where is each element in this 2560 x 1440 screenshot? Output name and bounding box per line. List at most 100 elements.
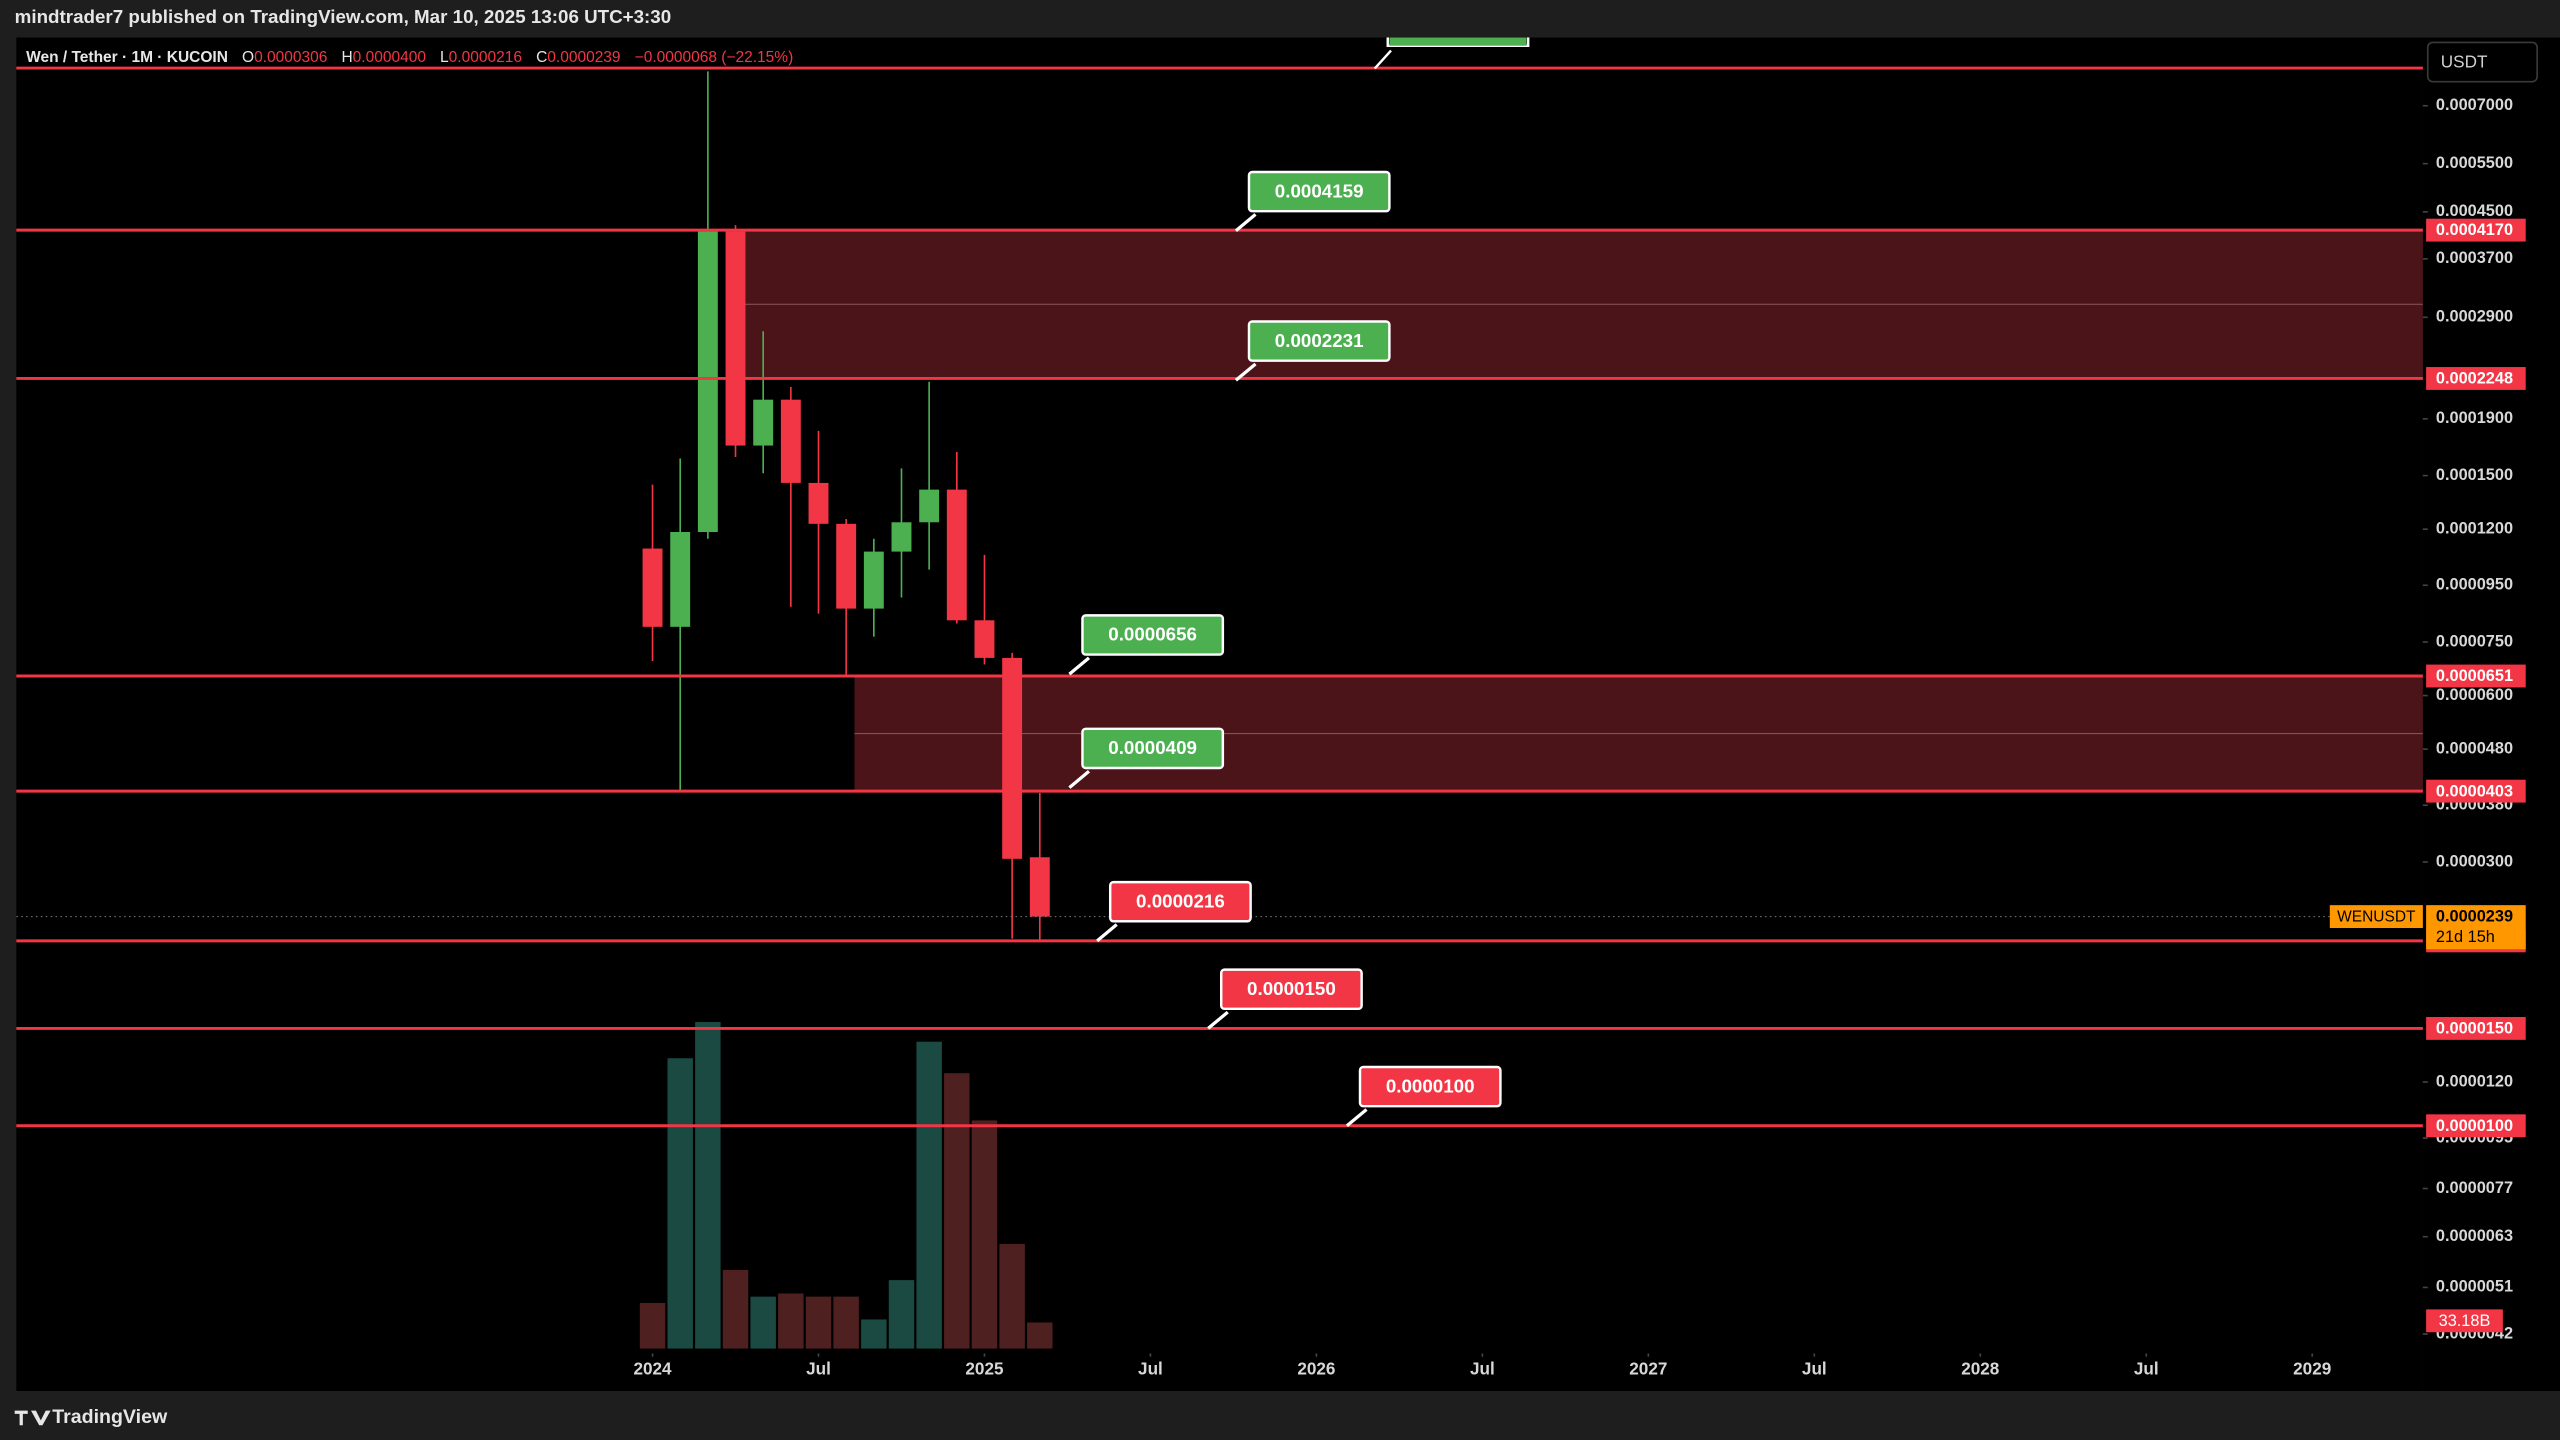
y-tick-label: 0.0002900 bbox=[2436, 308, 2513, 326]
callout-label: 0.0000100 bbox=[1386, 1075, 1475, 1096]
callout-box bbox=[1247, 320, 1391, 362]
candle-body bbox=[891, 522, 912, 552]
candle-body bbox=[642, 548, 663, 627]
candle-body bbox=[780, 399, 801, 483]
candle-body bbox=[697, 231, 718, 532]
x-tick-label: Jul bbox=[806, 1358, 831, 1378]
y-tick-label: 0.0000750 bbox=[2436, 632, 2513, 650]
candle-body bbox=[1002, 657, 1023, 859]
callout-pointer bbox=[1345, 1108, 1368, 1128]
callout-pointer bbox=[1068, 770, 1091, 789]
callout-label: 0.0000216 bbox=[1136, 890, 1225, 911]
volume-bar bbox=[999, 1243, 1025, 1349]
legend: Wen / Tether · 1M · KUCOIN O0.0000306 H0… bbox=[26, 49, 793, 66]
symbol-name: Wen / Tether · 1M · KUCOIN bbox=[26, 49, 228, 66]
legend-line: Wen / Tether · 1M · KUCOIN O0.0000306 H0… bbox=[26, 49, 793, 66]
level-axis-label: 0.0000651 bbox=[2436, 667, 2513, 685]
low-value: 0.0000216 bbox=[449, 49, 522, 66]
callout-box bbox=[1081, 614, 1225, 656]
y-tick-label: 0.0005500 bbox=[2436, 154, 2513, 172]
last-price-box bbox=[2426, 905, 2526, 950]
callout-box bbox=[1358, 1065, 1502, 1108]
symbol-tag-label: WENUSDT bbox=[2337, 908, 2416, 925]
volume-bar bbox=[695, 1022, 721, 1349]
y-tick-label: 0.0000120 bbox=[2436, 1072, 2513, 1090]
x-tick-label: 2029 bbox=[2293, 1358, 2331, 1378]
volume-bar bbox=[971, 1120, 998, 1349]
symbol-tag bbox=[2329, 905, 2423, 929]
x-tick-label: 2028 bbox=[1961, 1358, 1999, 1378]
volume-bar bbox=[778, 1293, 804, 1349]
y-tick-label: 0.0000077 bbox=[2436, 1179, 2513, 1197]
level-axis-box bbox=[2426, 1016, 2526, 1040]
volume-bar bbox=[1027, 1322, 1053, 1349]
volume-axis-label: 33.18B bbox=[2439, 1312, 2491, 1330]
high-key: H bbox=[341, 49, 352, 66]
volume-bar bbox=[750, 1296, 776, 1349]
callout-box bbox=[1220, 968, 1363, 1011]
level-axis-label: 0.0000100 bbox=[2436, 1117, 2513, 1135]
y-tick-label: 0.0000480 bbox=[2436, 739, 2513, 757]
x-tick-label: 2027 bbox=[1629, 1358, 1667, 1378]
x-tick-label: Jul bbox=[1802, 1358, 1827, 1378]
candle-body bbox=[919, 489, 940, 523]
open-key: O bbox=[242, 49, 254, 66]
callout-pointer bbox=[1234, 213, 1257, 233]
volume-bar bbox=[722, 1269, 749, 1349]
volume-bar bbox=[667, 1058, 693, 1349]
callout-pointer bbox=[1096, 923, 1118, 943]
level-axis-box bbox=[2426, 367, 2526, 390]
y-tick-label: 0.0007000 bbox=[2436, 96, 2513, 114]
callout-cutoff-fill bbox=[1389, 37, 1527, 46]
candle-body bbox=[808, 482, 829, 524]
publisher-line: mindtrader7 published on TradingView.com… bbox=[15, 6, 672, 27]
callout-label: 0.0000656 bbox=[1108, 624, 1197, 645]
y-tick-label: 0.0000300 bbox=[2436, 852, 2513, 870]
candle-body bbox=[863, 551, 884, 609]
x-tick-label: 2025 bbox=[965, 1358, 1004, 1378]
low-key: L bbox=[440, 49, 449, 66]
currency-button[interactable] bbox=[2426, 41, 2538, 83]
volume-axis-box bbox=[2426, 1309, 2503, 1333]
y-tick-label: 0.0001500 bbox=[2436, 466, 2513, 484]
volume-bar bbox=[639, 1302, 666, 1349]
volume-bar bbox=[833, 1296, 859, 1349]
x-tick-label: Jul bbox=[1138, 1358, 1163, 1378]
chart-layer: 0.0007000 0.0005500 0.0004500 0.0003700 0.00… bbox=[16, 37, 2526, 1378]
callout-label: 0.0000150 bbox=[1247, 978, 1336, 999]
brand-name: TradingView bbox=[52, 1406, 168, 1428]
callout-box bbox=[1081, 727, 1225, 770]
candle-body bbox=[974, 620, 995, 658]
candle-body bbox=[753, 399, 774, 446]
y-tick-label: 0.0000051 bbox=[2436, 1278, 2513, 1296]
level-axis-label: 0.0000403 bbox=[2436, 782, 2513, 800]
candle-body bbox=[1029, 857, 1050, 917]
countdown-label: 21d 15h bbox=[2436, 928, 2495, 946]
change-value: −0.0000068 (−22.15%) bbox=[635, 49, 794, 66]
y-tick-label: 0.0000950 bbox=[2436, 576, 2513, 594]
callout-pointer bbox=[1068, 656, 1091, 676]
callout-pointer bbox=[1234, 362, 1257, 382]
callout-label: 0.0002231 bbox=[1275, 330, 1364, 351]
level-axis-label: 0.0004170 bbox=[2436, 221, 2513, 239]
x-tick-label: 2026 bbox=[1297, 1358, 1335, 1378]
footer bbox=[0, 1391, 2560, 1440]
high-value: 0.0000400 bbox=[353, 49, 427, 66]
volume-bar bbox=[944, 1073, 970, 1349]
callout-box bbox=[1108, 880, 1252, 923]
x-tick-label: 2024 bbox=[633, 1358, 672, 1378]
level-axis-box bbox=[2426, 664, 2526, 688]
y-tick-label: 0.0000600 bbox=[2436, 686, 2513, 704]
y-tick-label: 0.0004500 bbox=[2436, 202, 2513, 220]
close-value: 0.0000239 bbox=[547, 49, 620, 66]
level-axis-box bbox=[2426, 218, 2526, 242]
candle-body bbox=[670, 531, 691, 627]
x-tick-label: Jul bbox=[2134, 1358, 2159, 1378]
x-tick-label: Jul bbox=[1470, 1358, 1495, 1378]
callout-label: 0.0000409 bbox=[1108, 737, 1197, 758]
level-axis-box bbox=[2426, 1114, 2526, 1138]
candle-body bbox=[946, 489, 967, 621]
callout-box bbox=[1247, 170, 1391, 213]
